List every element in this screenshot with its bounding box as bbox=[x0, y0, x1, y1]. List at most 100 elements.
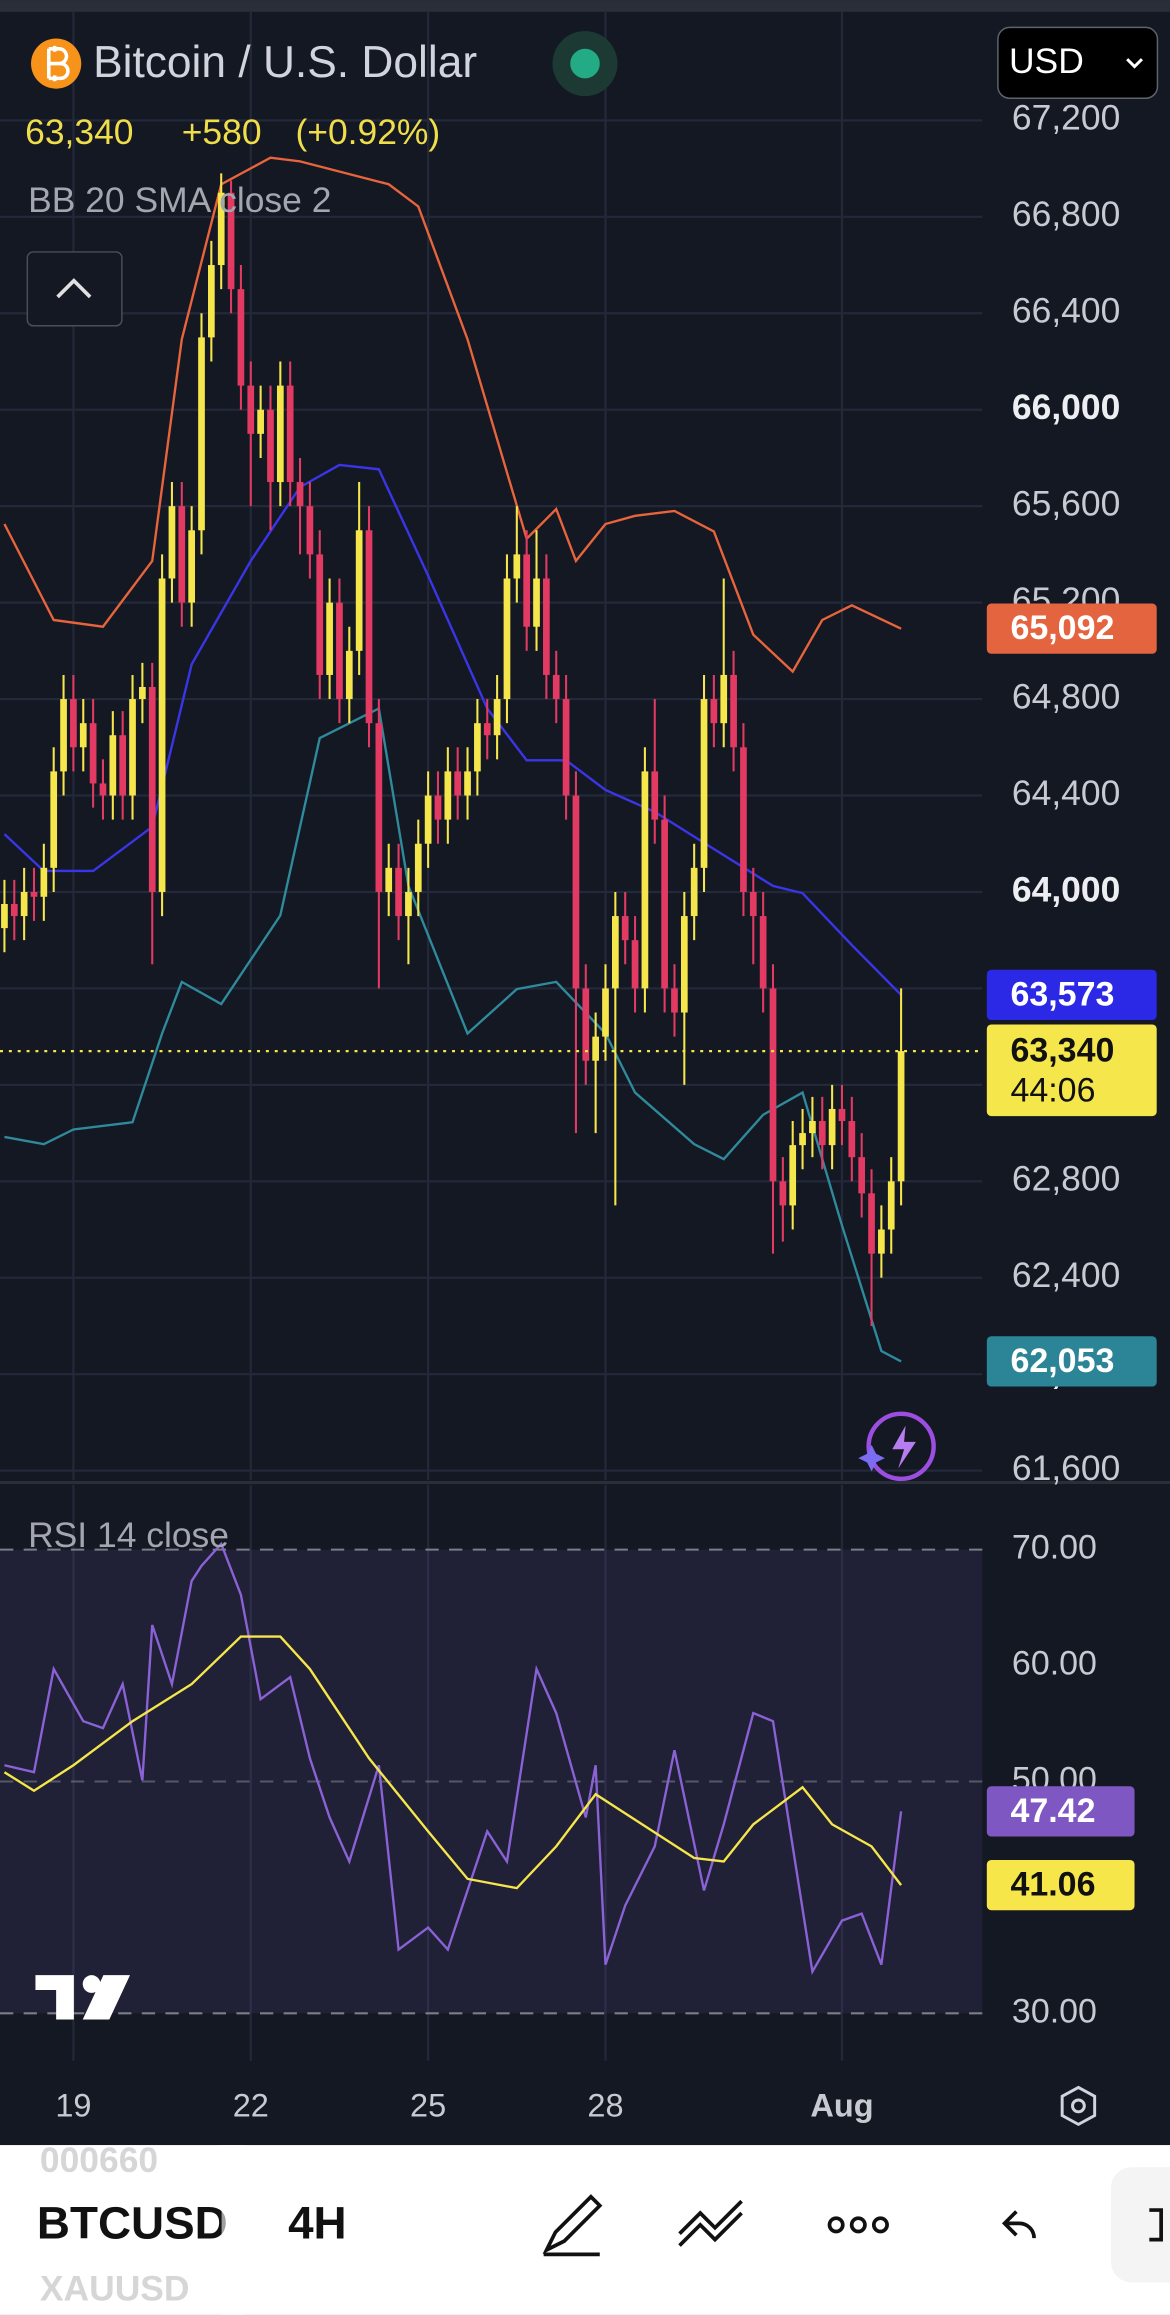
candle-body bbox=[50, 771, 58, 868]
candle-body bbox=[858, 1157, 866, 1194]
candle-body bbox=[227, 192, 235, 290]
side-button[interactable] bbox=[1110, 2167, 1170, 2283]
candle-body bbox=[60, 699, 67, 772]
series-price-badge bbox=[986, 603, 1157, 654]
candle-body bbox=[365, 530, 373, 724]
candle-body bbox=[188, 530, 195, 603]
trend-tool-icon[interactable] bbox=[678, 2199, 743, 2247]
toolbar bbox=[0, 2145, 1170, 2315]
candle-body bbox=[454, 771, 462, 796]
rsi-line bbox=[3, 1635, 903, 1890]
candle-body bbox=[730, 674, 737, 748]
bar-countdown: 44:06 bbox=[1010, 1071, 1095, 1109]
candle-body bbox=[276, 385, 284, 483]
candle-body bbox=[611, 916, 619, 989]
candle-body bbox=[267, 409, 274, 483]
candle-body bbox=[79, 723, 87, 748]
bollinger-line bbox=[3, 156, 902, 674]
candle-body bbox=[848, 1121, 856, 1158]
candle-body bbox=[20, 891, 28, 917]
candle-body bbox=[129, 699, 136, 796]
candle-body bbox=[70, 699, 77, 748]
candle-body bbox=[769, 988, 777, 1182]
candle-body bbox=[562, 699, 570, 796]
candle-body bbox=[503, 578, 511, 700]
candle-body bbox=[878, 1229, 885, 1254]
y-tick-label: 64,000 bbox=[1012, 869, 1120, 909]
candle-body bbox=[99, 783, 107, 796]
candle-body bbox=[306, 506, 314, 555]
x-tick-label: 22 bbox=[233, 2088, 269, 2124]
assistant-button[interactable] bbox=[866, 1411, 936, 1482]
series-price-badge-label: 63,573 bbox=[1010, 975, 1114, 1013]
tradingview-logo-dot bbox=[82, 1975, 101, 1993]
candle-body bbox=[375, 723, 383, 892]
x-tick-label: 28 bbox=[587, 2088, 623, 2124]
y-tick-label: 66,800 bbox=[1012, 194, 1120, 234]
previous-symbol[interactable]: 000660 bbox=[40, 2140, 158, 2180]
candle-body bbox=[602, 988, 609, 1037]
candle-body bbox=[523, 554, 531, 627]
draw-icon[interactable] bbox=[542, 2194, 603, 2257]
candle-body bbox=[1, 904, 8, 929]
candle-body bbox=[237, 289, 245, 386]
candle-body bbox=[395, 867, 402, 917]
symbol-title: Bitcoin / U.S. Dollar bbox=[93, 38, 477, 87]
candle-body bbox=[198, 337, 205, 531]
candle-body bbox=[148, 687, 156, 892]
interval[interactable]: 4H bbox=[288, 2197, 347, 2248]
y-tick-label: 60.00 bbox=[1012, 1645, 1097, 1683]
candle-body bbox=[779, 1181, 787, 1206]
series-price-badge-label: 65,092 bbox=[1010, 609, 1114, 647]
candle-body bbox=[326, 602, 333, 675]
candle-body bbox=[651, 771, 659, 820]
candle-body bbox=[592, 1036, 599, 1061]
currency-label: USD bbox=[1009, 41, 1084, 81]
candle-body bbox=[474, 723, 481, 772]
candle-body bbox=[710, 699, 718, 724]
candle-body bbox=[345, 650, 353, 700]
candle-body bbox=[355, 530, 363, 651]
symbol[interactable]: BTCUSD bbox=[37, 2197, 228, 2248]
candle-body bbox=[533, 578, 540, 627]
candle-body bbox=[168, 506, 176, 579]
collapse-button[interactable] bbox=[26, 251, 123, 327]
sparkle-icon bbox=[858, 1444, 885, 1472]
x-tick-label: Aug bbox=[810, 2088, 873, 2124]
undo-icon[interactable] bbox=[1001, 2210, 1036, 2239]
candle-body bbox=[40, 867, 48, 897]
candle-body bbox=[700, 699, 708, 868]
more-dot bbox=[871, 2216, 889, 2234]
candle-body bbox=[720, 674, 728, 724]
indicator-legend: BB 20 SMA close 2 bbox=[28, 180, 331, 220]
candle-body bbox=[10, 904, 18, 917]
rsi-legend: RSI 14 close bbox=[28, 1515, 229, 1555]
candle-body bbox=[434, 795, 442, 820]
candle-body bbox=[208, 265, 215, 338]
settings-icon[interactable] bbox=[1060, 2085, 1097, 2127]
rsi-value-badge-label: 47.42 bbox=[1010, 1792, 1095, 1830]
candle-body bbox=[661, 819, 668, 989]
price-change: +580 bbox=[182, 112, 262, 152]
candle-body bbox=[178, 506, 186, 603]
currency-select[interactable] bbox=[997, 26, 1159, 100]
y-tick-label: 64,400 bbox=[1012, 773, 1120, 813]
price-change-percent: (+0.92%) bbox=[295, 112, 440, 152]
candle-body bbox=[631, 940, 639, 989]
series-price-badge-label: 62,053 bbox=[1010, 1342, 1114, 1380]
chevron-up bbox=[56, 278, 92, 299]
candle-body bbox=[749, 891, 757, 917]
candle-body bbox=[464, 771, 471, 796]
candle-body bbox=[690, 867, 698, 917]
next-symbol[interactable]: XAUUSD bbox=[40, 2269, 190, 2309]
candle-body bbox=[799, 1133, 806, 1146]
more-dot[interactable] bbox=[827, 2216, 845, 2234]
candle-body bbox=[257, 409, 264, 434]
tradingview-logo bbox=[35, 1975, 130, 2020]
last-price: 63,340 bbox=[25, 112, 133, 152]
rsi-value-badge-label: 41.06 bbox=[1010, 1866, 1095, 1904]
candle-body bbox=[897, 1051, 905, 1182]
candle-body bbox=[119, 735, 127, 796]
